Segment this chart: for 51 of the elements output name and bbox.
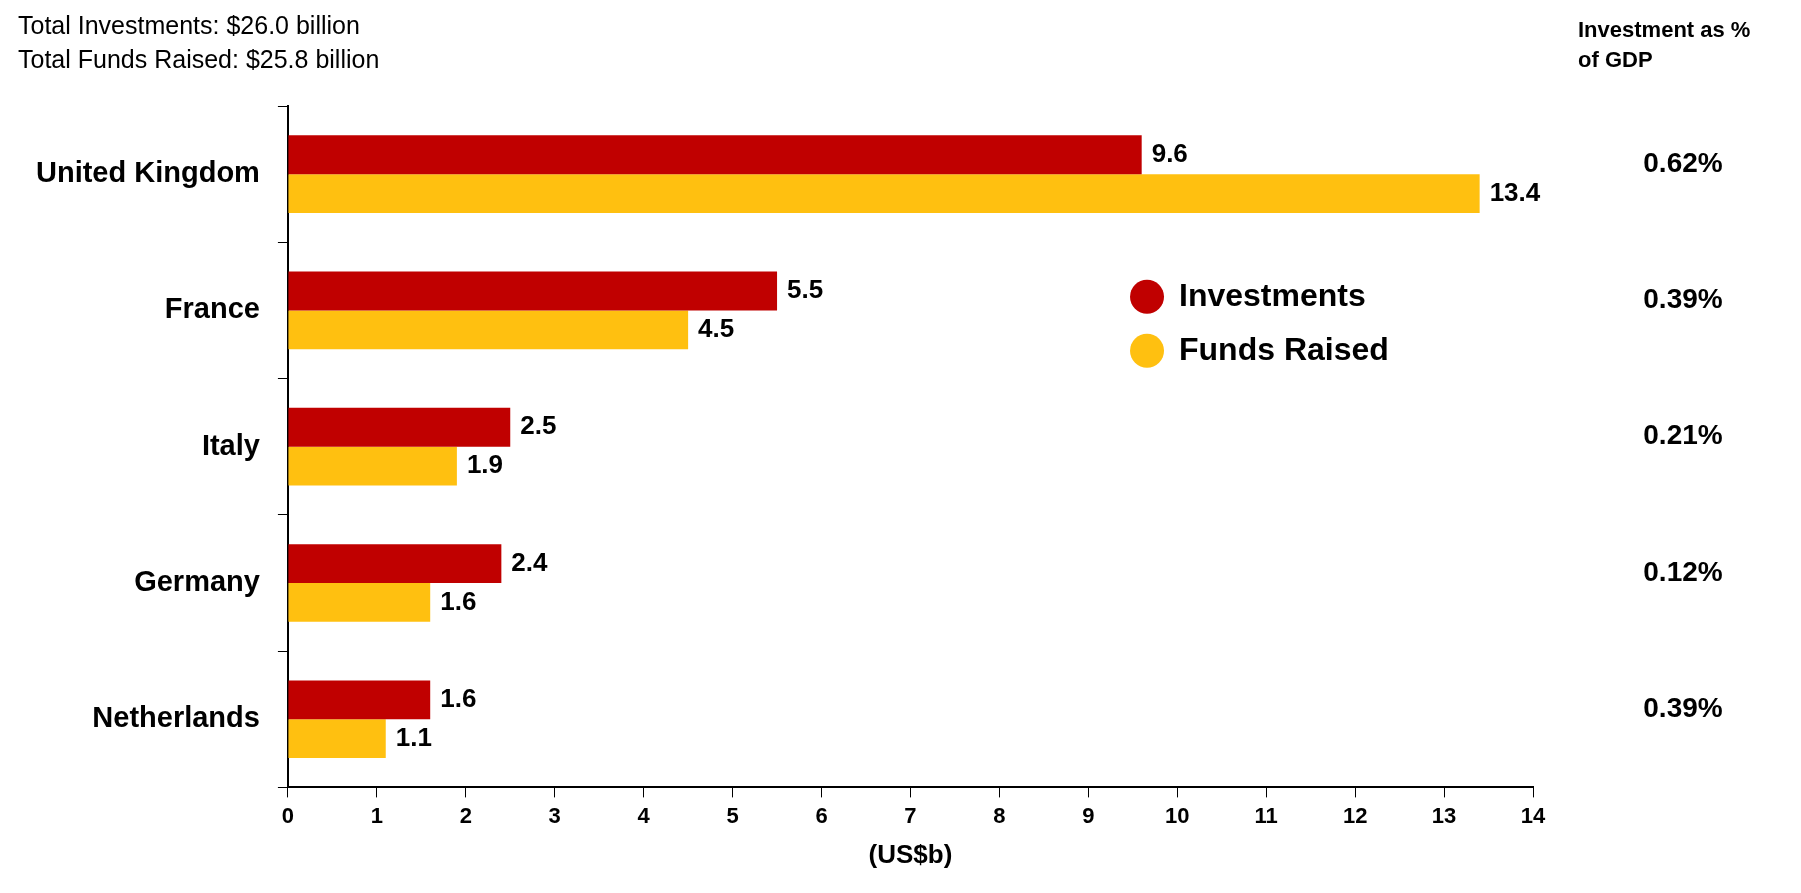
x-axis-title: (US$b)	[868, 838, 953, 869]
data-label: 13.4	[1489, 176, 1541, 207]
x-tick-label: 13	[1431, 802, 1457, 828]
bar	[288, 271, 778, 311]
y-tick-label: Germany	[134, 564, 260, 597]
data-label: 1.9	[466, 449, 504, 480]
data-label: 4.5	[698, 313, 735, 344]
data-label: 1.6	[440, 585, 477, 616]
bar	[288, 719, 386, 759]
text: 0.39%	[1643, 691, 1723, 723]
data-label: 1.1	[395, 721, 432, 752]
x-tick-label: 8	[993, 802, 1006, 828]
x-tick-label: 0	[281, 802, 295, 828]
legend-label: Funds Raised	[1179, 330, 1389, 367]
data-label: 5.5	[787, 274, 824, 305]
x-tick-label: 9	[1082, 802, 1095, 828]
x-tick-label: 11	[1254, 802, 1278, 828]
x-tick-label: 1	[370, 802, 383, 828]
y-tick-label: Italy	[201, 428, 260, 461]
x-tick-label: 3	[548, 802, 561, 828]
bar	[288, 544, 502, 583]
data-label: 9.6	[1151, 137, 1188, 168]
text: 0.21%	[1643, 419, 1723, 451]
bar	[288, 446, 457, 486]
x-tick-label: 14	[1520, 802, 1546, 828]
x-tick-label: 10	[1165, 802, 1190, 828]
text: Investment as % of GDP	[1578, 17, 1751, 73]
bar	[288, 407, 511, 447]
bar	[288, 680, 431, 720]
text: 0.12%	[1643, 555, 1723, 587]
data-label: 2.4	[511, 546, 549, 577]
y-tick-label: United Kingdom	[35, 156, 260, 189]
bar	[288, 174, 1480, 213]
text: 0.39%	[1643, 283, 1723, 315]
bar	[288, 135, 1142, 175]
data-label: 2.5	[520, 410, 557, 441]
x-tick-label: 6	[815, 802, 828, 828]
x-tick-label: 2	[459, 802, 472, 828]
y-tick-label: Netherlands	[92, 701, 260, 734]
legend-label: Investments	[1179, 276, 1366, 313]
text: 0.62%	[1643, 146, 1723, 178]
bar	[288, 582, 431, 622]
chart-subtitle: Total Funds Raised: $25.8 billion	[18, 44, 380, 73]
bar	[288, 310, 689, 350]
x-tick-label: 5	[726, 802, 739, 828]
x-tick-label: 7	[904, 802, 917, 828]
chart-title: Total Investments: $26.0 billion	[18, 10, 360, 39]
data-label: 1.6	[440, 683, 477, 714]
x-tick-label: 12	[1342, 802, 1368, 828]
x-tick-label: 4	[637, 802, 651, 828]
y-tick-label: France	[164, 292, 260, 325]
